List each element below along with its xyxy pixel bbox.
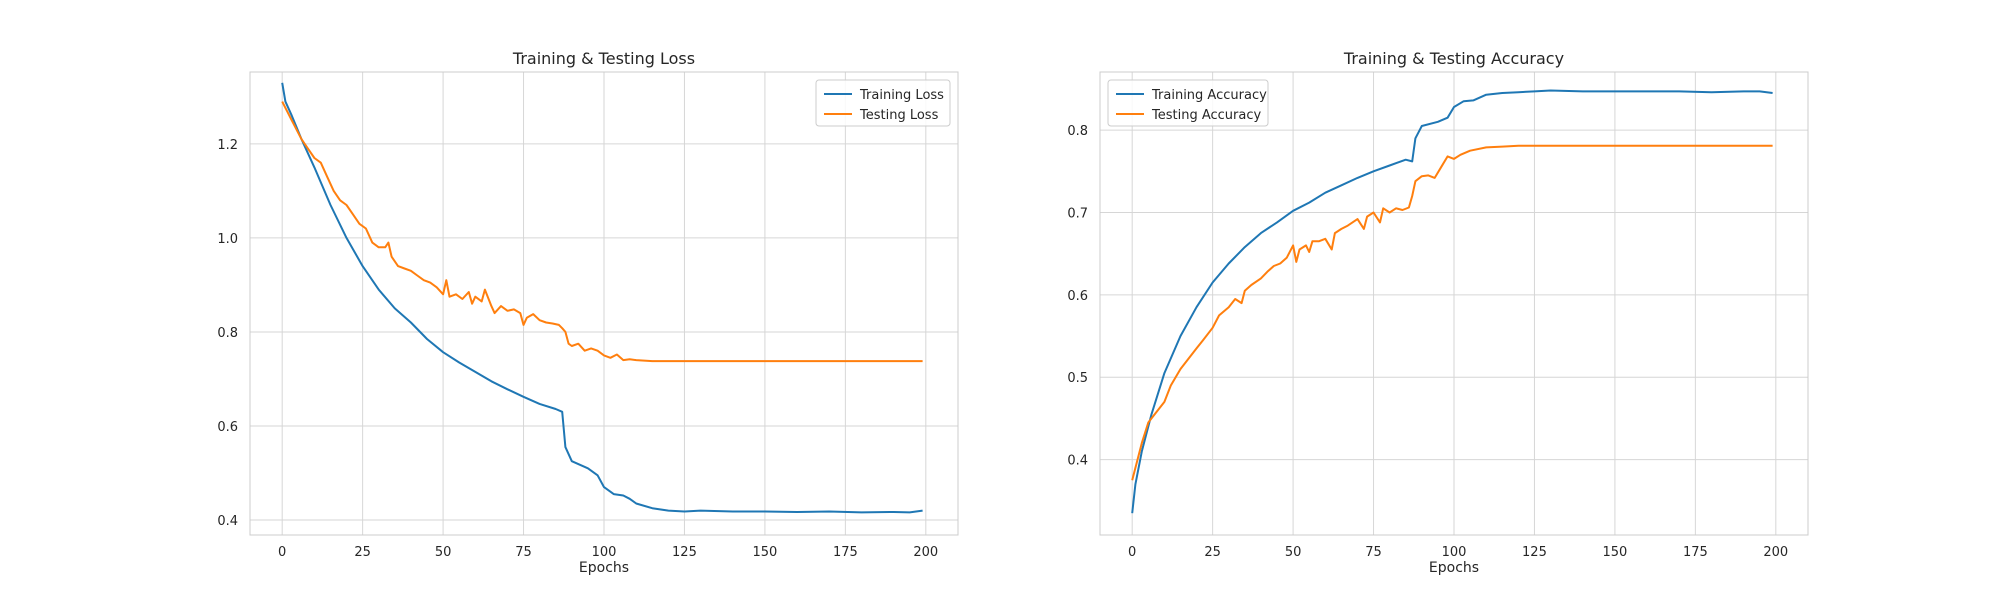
y-tick-label: 1.0 <box>217 232 238 247</box>
y-tick-label: 0.4 <box>1067 454 1088 469</box>
x-tick-label: 200 <box>913 545 938 560</box>
legend-label: Testing Accuracy <box>1151 108 1261 123</box>
x-tick-label: 25 <box>1204 545 1221 560</box>
x-tick-label: 100 <box>592 545 617 560</box>
plot-frame <box>249 71 959 536</box>
y-tick-label: 0.6 <box>217 420 238 435</box>
x-tick-label: 150 <box>752 545 777 560</box>
y-tick-label: 0.5 <box>1067 371 1088 386</box>
series-line-training-loss <box>281 82 923 514</box>
y-tick-label: 0.8 <box>217 326 238 341</box>
legend-label: Training Accuracy <box>1151 88 1267 103</box>
x-tick-label: 75 <box>515 545 532 560</box>
legend: Training Accuracy Testing Accuracy <box>1107 79 1269 127</box>
chart-title: Training & Testing Accuracy <box>1343 49 1564 68</box>
series-line-testing-accuracy <box>1131 144 1773 481</box>
x-tick-label: 175 <box>1683 545 1708 560</box>
x-tick-label: 50 <box>435 545 452 560</box>
x-tick-label: 100 <box>1442 545 1467 560</box>
x-tick-label: 0 <box>1128 545 1136 560</box>
x-tick-label: 175 <box>833 545 858 560</box>
legend-label: Training Loss <box>859 88 944 103</box>
accuracy-chart: 0 25 50 75 100 125 150 175 200 0.4 0.5 0.6 0.7 0.8 Tra… <box>1067 49 1809 576</box>
y-tick-label: 0.4 <box>217 514 238 529</box>
x-tick-label: 50 <box>1285 545 1302 560</box>
y-tick-label: 0.6 <box>1067 289 1088 304</box>
x-tick-label: 200 <box>1763 545 1788 560</box>
series-line-testing-loss <box>281 101 923 363</box>
x-axis-label: Epochs <box>579 560 629 576</box>
x-tick-label: 125 <box>1522 545 1547 560</box>
x-tick-label: 25 <box>354 545 371 560</box>
chart-title: Training & Testing Loss <box>512 49 695 68</box>
x-tick-label: 125 <box>672 545 697 560</box>
legend-box <box>1107 79 1269 127</box>
y-tick-label: 1.2 <box>217 138 238 153</box>
x-tick-label: 75 <box>1365 545 1382 560</box>
plot-frame <box>1099 71 1809 536</box>
legend: Training Loss Testing Loss <box>815 79 951 127</box>
x-tick-label: 150 <box>1602 545 1627 560</box>
series-line-training-accuracy <box>1131 89 1773 514</box>
x-axis-label: Epochs <box>1429 560 1479 576</box>
y-tick-label: 0.7 <box>1067 206 1088 221</box>
legend-label: Testing Loss <box>859 108 939 123</box>
loss-chart: 0 25 50 75 100 125 150 175 200 0.4 0.6 0.8 1.0 1.2 Tra… <box>217 49 959 576</box>
y-tick-label: 0.8 <box>1067 124 1088 139</box>
x-tick-label: 0 <box>278 545 286 560</box>
